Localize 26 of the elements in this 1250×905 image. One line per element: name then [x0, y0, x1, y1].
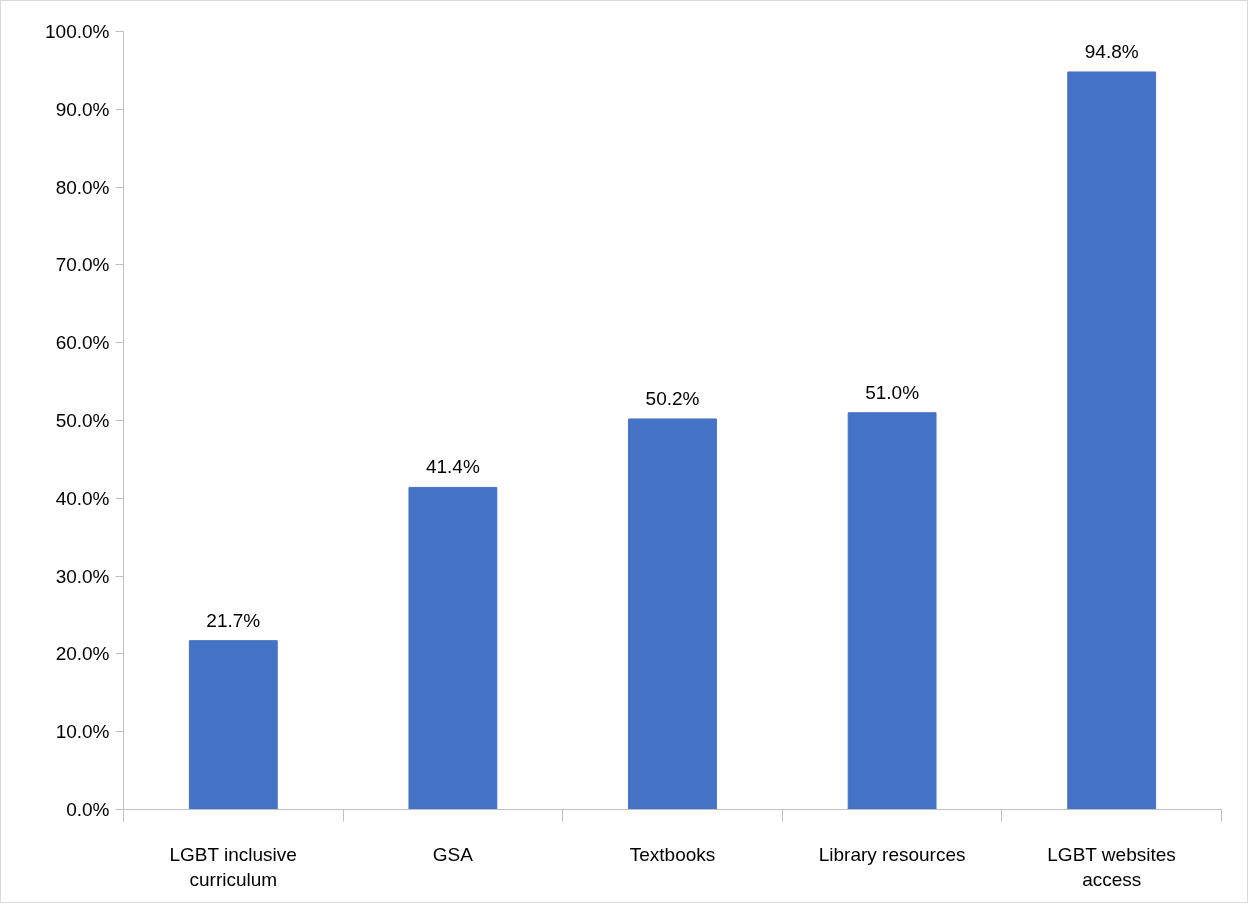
x-tick-label: LGBT websites access — [1047, 843, 1176, 890]
y-tick-label: 60.0% — [55, 332, 110, 354]
bar — [628, 418, 717, 810]
data-label: 21.7% — [206, 609, 261, 631]
data-label: 94.8% — [1084, 40, 1139, 62]
y-tick-label: 50.0% — [55, 410, 110, 431]
bar — [188, 640, 278, 810]
x-tick-label: GSA — [432, 843, 474, 865]
y-tick-label: 100.0% — [45, 21, 110, 42]
y-tick-label: 80.0% — [55, 176, 110, 198]
y-tick-label: 40.0% — [55, 487, 110, 509]
y-tick-label: 30.0% — [55, 565, 110, 587]
bar — [1067, 71, 1157, 810]
y-tick-label: 0.0% — [66, 799, 110, 820]
bar — [408, 486, 498, 810]
data-label: 41.4% — [425, 456, 480, 478]
y-tick-label: 90.0% — [55, 98, 110, 120]
data-label: 50.2% — [645, 387, 700, 409]
data-label: 51.0% — [865, 381, 920, 403]
x-tick-label: LGBT inclusive curriculum — [169, 843, 297, 890]
x-tick-label: Library resources — [818, 843, 966, 865]
x-tick-label: Textbooks — [629, 843, 716, 865]
y-tick-label: 10.0% — [55, 721, 110, 743]
y-tick-label: 70.0% — [55, 254, 110, 276]
bar — [847, 412, 937, 810]
y-tick-label: 20.0% — [55, 643, 110, 665]
